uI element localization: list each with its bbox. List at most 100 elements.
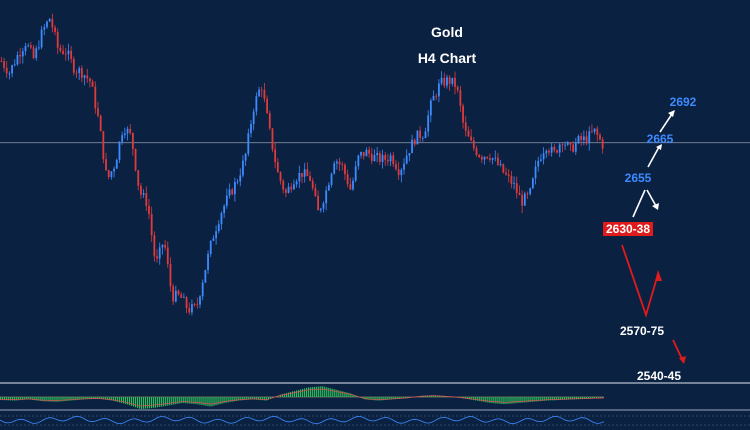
histogram-bar [324,386,326,397]
histogram-bar [261,397,263,401]
candle [376,146,379,163]
annotations: 2630-38 2692 2665 2655 2570-75 2540-45 [603,95,697,383]
histogram-bar [201,397,203,406]
histogram-bar [58,397,60,402]
histogram-bar [92,397,94,400]
histogram-bar [102,397,104,400]
candle [548,148,550,156]
candle [56,28,59,55]
histogram-bar [96,397,98,399]
candle [545,149,548,159]
candle [131,132,134,156]
candle-body [489,158,491,160]
candle [480,154,483,164]
histogram-bar [356,396,358,397]
candle [497,152,499,166]
candle-body [126,128,129,134]
candle [32,44,35,60]
histogram-bar [34,397,36,401]
candle [317,190,320,211]
histogram-bar [32,397,34,400]
candle-body [252,111,255,125]
candle [368,146,371,158]
histogram-bar [366,397,368,400]
candle [456,85,459,93]
histogram-bar [581,397,584,400]
candle-body [156,256,158,259]
candle [46,20,48,29]
histogram-bar [511,397,513,404]
candle [322,201,325,213]
histogram-bar [579,397,582,400]
candle-body [378,153,381,163]
candle-body [370,153,373,162]
candle-body [303,169,306,177]
histogram-bar [20,397,22,401]
candle-body [413,139,416,145]
candle [427,110,430,137]
candle [472,137,475,152]
candle [389,152,392,167]
histogram-bar [233,397,235,402]
histogram-bar [565,397,567,400]
candle-body [376,153,379,156]
histogram-bar [521,397,523,403]
histogram-bar [132,397,135,407]
candle [94,81,97,114]
histogram-bar [173,397,175,405]
candle-body [86,75,89,79]
candle-body [131,132,134,149]
candle [531,177,534,190]
candle-body [537,160,540,167]
candle-body [499,163,502,165]
candle [338,157,341,171]
histogram-bar [326,387,328,397]
histogram-bar [36,397,38,401]
histogram-bar [537,397,539,402]
histogram-bar [181,397,183,404]
histogram-bar [573,397,575,400]
histogram-bar [205,397,207,406]
histogram-bar [221,397,223,404]
candle-body [268,113,271,129]
candle-body [534,166,537,179]
candle-body [451,77,454,84]
candle [78,66,81,81]
histogram-bar [66,397,68,401]
candle [327,182,330,191]
candle-body [438,83,440,97]
candle-body [8,73,11,75]
candle-body [462,105,464,123]
candle [172,283,175,305]
histogram-bar [195,397,197,405]
histogram-bar [4,397,6,401]
histogram-bar [223,397,225,404]
histogram-bar [436,395,439,397]
candle [239,168,242,187]
candle-body [362,152,365,157]
candle [301,172,303,184]
candle-body [21,51,24,57]
candle-body [400,169,403,176]
histogram-bar [485,397,487,403]
arrow-down-to-2570 [621,244,659,318]
candle [64,48,67,61]
histogram-bar [529,397,531,403]
candle [274,142,277,169]
histogram-bar [289,392,292,397]
candle-body [118,141,121,160]
candle [438,79,440,103]
candle [523,191,526,207]
histogram-bar [505,397,507,405]
candle [228,183,231,199]
histogram-bar [535,397,537,402]
candle [601,137,604,154]
candle-body [381,154,384,163]
histogram-bar [593,397,596,399]
arrowhead-up-2598 [655,270,662,281]
histogram-bar [213,397,215,406]
histogram-bar [432,395,435,397]
histogram-bar [599,397,602,399]
histogram-bar [382,397,384,401]
